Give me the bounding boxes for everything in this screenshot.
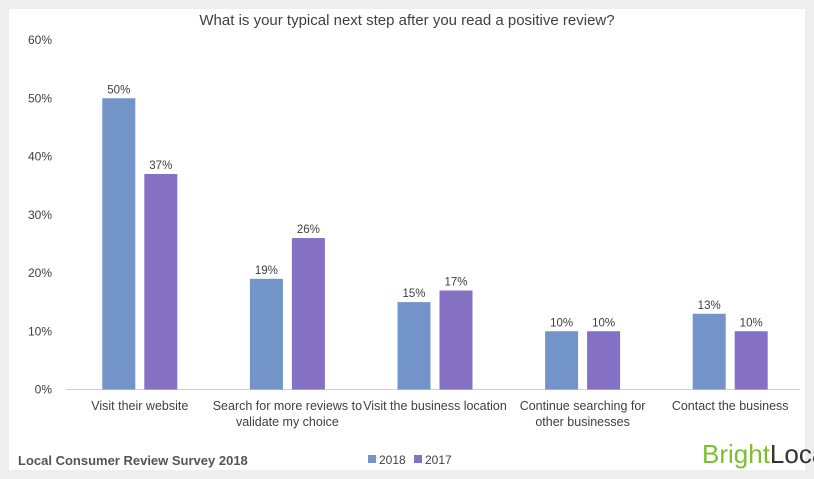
bar-2017 — [587, 331, 621, 390]
survey-source: Local Consumer Review Survey 2018 — [18, 453, 248, 468]
y-tick-label: 20% — [28, 266, 52, 280]
bar-2017 — [734, 331, 768, 390]
bar-2017 — [439, 290, 473, 390]
category-label: Visit the business location — [363, 399, 507, 413]
y-tick-label: 60% — [28, 33, 52, 47]
bar-2018 — [545, 331, 579, 390]
brightlocal-logo: BrightLocal — [702, 439, 814, 469]
data-label: 10% — [550, 317, 573, 329]
category-label: Continue searching for — [520, 399, 646, 413]
category-label: Search for more reviews to — [213, 399, 362, 413]
category-labels: Visit their website Search for more revie… — [91, 399, 788, 429]
data-label: 50% — [107, 84, 130, 96]
bar-2018 — [397, 302, 431, 390]
bars: 50% 37% 19% 26% 15% 17% 10% 10% 13% 10% — [102, 84, 768, 390]
y-tick-label: 0% — [35, 383, 53, 397]
logo-local: Local — [770, 439, 814, 469]
bar-2018 — [249, 278, 283, 390]
bar-2017 — [144, 173, 178, 390]
legend-label-2018: 2018 — [379, 453, 406, 467]
bar-2018 — [692, 313, 726, 390]
y-tick-label: 30% — [28, 208, 52, 222]
data-label: 17% — [444, 276, 467, 288]
data-label: 15% — [402, 288, 425, 300]
legend-swatch-2017 — [414, 455, 422, 463]
chart-title: What is your typical next step after you… — [199, 12, 614, 29]
y-tick-label: 50% — [28, 91, 52, 105]
category-label: validate my choice — [236, 415, 339, 429]
category-label: other businesses — [535, 415, 630, 429]
data-label: 37% — [149, 160, 172, 172]
data-label: 26% — [297, 224, 320, 236]
bar-2017 — [291, 238, 325, 390]
y-tick-label: 10% — [28, 324, 52, 338]
bar-2018 — [102, 98, 136, 390]
legend-label-2017: 2017 — [425, 453, 452, 467]
legend-swatch-2018 — [368, 455, 376, 463]
data-label: 10% — [740, 317, 763, 329]
category-label: Contact the business — [672, 399, 789, 413]
y-tick-label: 40% — [28, 150, 52, 164]
logo-bright: Bright — [702, 439, 771, 469]
y-axis: 0% 10% 20% 30% 40% 50% 60% — [28, 33, 52, 397]
data-label: 19% — [255, 265, 278, 277]
data-label: 13% — [698, 300, 721, 312]
svg-text:BrightLocal: BrightLocal — [702, 439, 814, 469]
data-label: 10% — [592, 317, 615, 329]
category-label: Visit their website — [91, 399, 188, 413]
legend: 2018 2017 — [368, 453, 452, 467]
